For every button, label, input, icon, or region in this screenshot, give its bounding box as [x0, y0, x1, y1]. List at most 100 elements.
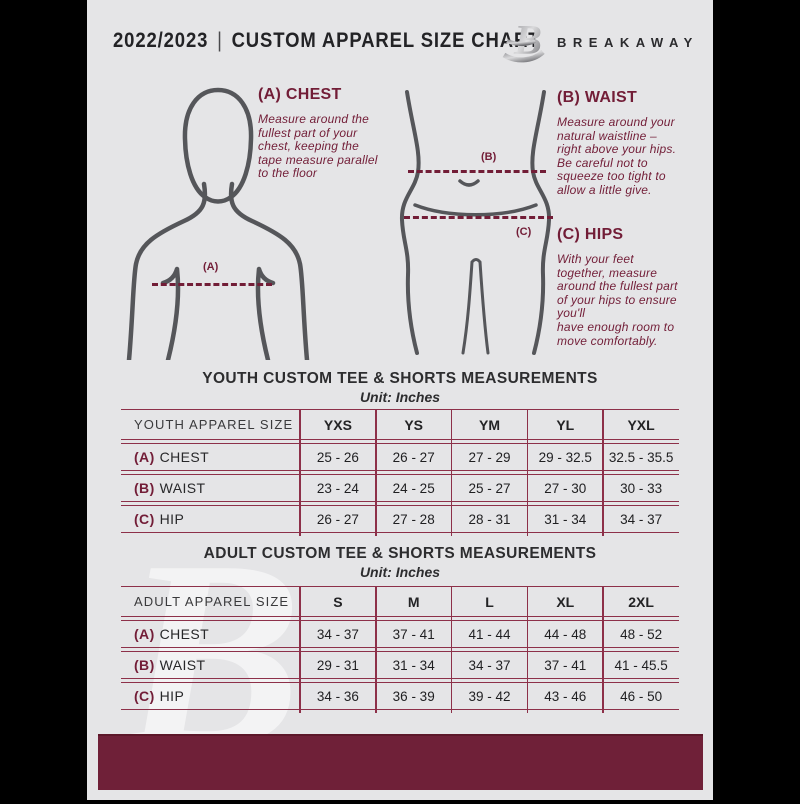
- size-column-header: YM: [478, 416, 500, 433]
- chest-description: Measure around the fullest part of your …: [258, 112, 378, 181]
- table-row: (C) HIP 34 - 36 36 - 39 39 - 42 43 - 46 46 - 5…: [121, 682, 679, 710]
- column-divider: [602, 409, 604, 536]
- size-column-header: S: [333, 593, 343, 610]
- measurement-label-cell: (A) CHEST: [121, 626, 300, 642]
- hips-line-letter: (C): [516, 226, 532, 238]
- table-header-row: YOUTH APPAREL SIZE YXS YS YM YL YXL: [121, 409, 679, 440]
- measure-letter: (A): [134, 626, 155, 642]
- size-range-cell: 30 - 33: [620, 480, 663, 496]
- size-range-cell: 48 - 52: [620, 626, 663, 642]
- size-range-cell: 31 - 34: [544, 511, 587, 527]
- table-corner-label: YOUTH APPAREL SIZE: [134, 417, 294, 432]
- table-row: (A) CHEST 25 - 26 26 - 27 27 - 29 29 - 32.5 32…: [121, 443, 679, 471]
- waist-instructions: (B) WAIST Measure around your natural wa…: [557, 89, 707, 198]
- table-header-row: ADULT APPAREL SIZE S M L XL 2XL: [121, 586, 679, 617]
- size-range-cell: 34 - 37: [468, 657, 511, 673]
- measure-name: CHEST: [159, 449, 210, 465]
- measurement-label-cell: (C) HIP: [121, 688, 300, 704]
- size-column-header: XL: [556, 593, 575, 610]
- hips-description: With your feet together, measure around …: [557, 252, 678, 348]
- measurement-label-cell: (B) WAIST: [121, 480, 300, 496]
- size-range-cell: 34 - 37: [620, 511, 663, 527]
- adult-section-title: ADULT CUSTOM TEE & SHORTS MEASUREMENTS: [203, 545, 597, 562]
- size-range-cell: 32.5 - 35.5: [608, 449, 674, 465]
- chest-measure-line: [152, 283, 272, 286]
- measure-letter: (A): [134, 449, 155, 465]
- upper-body-figure: [126, 87, 310, 360]
- hips-heading: (C) HIPS: [557, 226, 624, 243]
- column-divider: [299, 586, 301, 713]
- youth-section-title: YOUTH CUSTOM TEE & SHORTS MEASUREMENTS: [202, 370, 598, 387]
- size-range-cell: 37 - 41: [544, 657, 587, 673]
- size-range-cell: 46 - 50: [620, 688, 663, 704]
- column-divider: [526, 409, 529, 536]
- measure-letter: (C): [134, 511, 155, 527]
- waist-line-letter: (B): [481, 151, 497, 163]
- youth-size-table: YOUTH APPAREL SIZE YXS YS YM YL YXL (A) CHEST 25…: [121, 409, 679, 536]
- size-range-cell: 36 - 39: [392, 688, 435, 704]
- measure-name: CHEST: [159, 626, 210, 642]
- measurement-label-cell: (C) HIP: [121, 511, 300, 527]
- measure-name: HIP: [159, 688, 185, 704]
- adult-unit-label: Unit: Inches: [359, 564, 441, 580]
- size-range-cell: 41 - 45.5: [614, 657, 668, 673]
- table-row: (B) WAIST 29 - 31 31 - 34 34 - 37 37 - 41 41 -…: [121, 651, 679, 679]
- measurement-label-cell: (B) WAIST: [121, 657, 300, 673]
- chest-instructions: (A) CHEST Measure around the fullest par…: [258, 86, 410, 181]
- size-column-header: 2XL: [628, 593, 654, 610]
- measure-letter: (B): [134, 657, 155, 673]
- measure-letter: (C): [134, 688, 155, 704]
- youth-unit-label: Unit: Inches: [359, 389, 441, 405]
- size-column-header: M: [407, 593, 420, 610]
- footer-accent-bar: [98, 734, 703, 790]
- size-column-header: YXS: [323, 416, 352, 433]
- measurement-label-cell: (A) CHEST: [121, 449, 300, 465]
- size-range-cell: 29 - 31: [316, 657, 359, 673]
- table-row: (C) HIP 26 - 27 27 - 28 28 - 31 31 - 34 34 - 3…: [121, 505, 679, 533]
- brand-name: BREAKAWAY: [557, 34, 699, 50]
- size-range-cell: 43 - 46: [544, 688, 587, 704]
- measure-letter: (B): [134, 480, 155, 496]
- size-range-cell: 28 - 31: [468, 511, 511, 527]
- table-row: (A) CHEST 34 - 37 37 - 41 41 - 44 44 - 48 48 -…: [121, 620, 679, 648]
- measure-name: WAIST: [159, 657, 206, 673]
- size-range-cell: 24 - 25: [392, 480, 435, 496]
- waist-heading: (B) WAIST: [557, 89, 638, 106]
- size-range-cell: 34 - 36: [316, 688, 359, 704]
- size-range-cell: 23 - 24: [316, 480, 359, 496]
- lower-body-figure: [399, 90, 552, 355]
- season-label: 2022/2023: [113, 29, 209, 52]
- size-range-cell: 27 - 29: [468, 449, 511, 465]
- page-title: 2022/2023 | CUSTOM APPAREL SIZE CHART: [113, 29, 540, 53]
- hips-measure-line: [404, 216, 553, 219]
- chest-line-letter: (A): [203, 261, 219, 273]
- column-divider: [375, 409, 377, 536]
- column-divider: [450, 409, 453, 536]
- size-range-cell: 27 - 28: [392, 511, 435, 527]
- column-divider: [526, 586, 529, 713]
- table-corner-label: ADULT APPAREL SIZE: [134, 594, 290, 609]
- size-column-header: L: [485, 593, 494, 610]
- chart-title: CUSTOM APPAREL SIZE CHART: [231, 29, 541, 52]
- chest-heading: (A) CHEST: [258, 86, 342, 103]
- column-divider: [375, 586, 377, 713]
- size-range-cell: 31 - 34: [392, 657, 435, 673]
- column-divider: [299, 409, 301, 536]
- size-column-header: YL: [556, 416, 575, 433]
- waist-measure-line: [408, 170, 546, 173]
- adult-size-table: ADULT APPAREL SIZE S M L XL 2XL (A) CHEST 34 - 3…: [121, 586, 679, 713]
- size-range-cell: 26 - 27: [392, 449, 435, 465]
- size-range-cell: 37 - 41: [392, 626, 435, 642]
- size-range-cell: 25 - 26: [316, 449, 359, 465]
- title-separator: |: [217, 29, 223, 52]
- size-range-cell: 41 - 44: [468, 626, 511, 642]
- size-range-cell: 39 - 42: [468, 688, 511, 704]
- size-range-cell: 26 - 27: [316, 511, 359, 527]
- column-divider: [450, 586, 453, 713]
- size-range-cell: 44 - 48: [544, 626, 587, 642]
- size-column-header: YXL: [627, 416, 655, 433]
- hips-instructions: (C) HIPS With your feet together, measur…: [557, 226, 715, 348]
- breakaway-logo-icon: B: [502, 18, 545, 64]
- waist-description: Measure around your natural waistline – …: [557, 115, 677, 197]
- size-range-cell: 34 - 37: [316, 626, 359, 642]
